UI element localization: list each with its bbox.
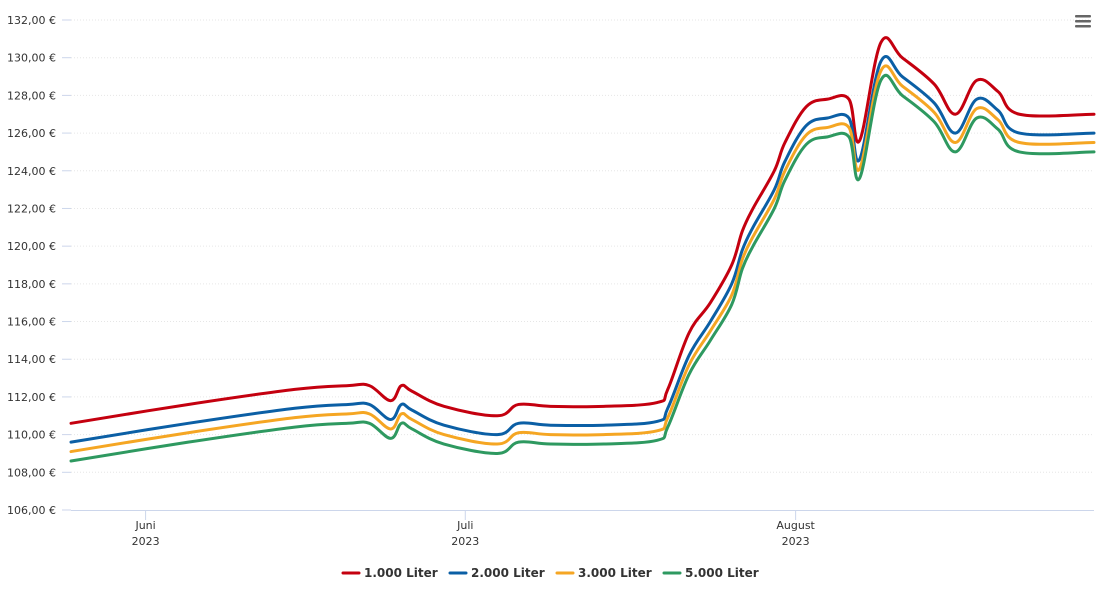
- y-tick-label: 112,00 €: [7, 391, 56, 404]
- legend-label: 2.000 Liter: [471, 566, 545, 580]
- y-tick-label: 126,00 €: [7, 127, 56, 140]
- series-line-4[interactable]: [69, 73, 1096, 463]
- y-tick-label: 108,00 €: [7, 466, 56, 479]
- y-tick-label: 130,00 €: [7, 52, 56, 65]
- x-tick-year-label: 2023: [451, 535, 479, 548]
- legend-label: 1.000 Liter: [364, 566, 438, 580]
- series-lines: [69, 36, 1096, 463]
- y-tick-label: 122,00 €: [7, 202, 56, 215]
- y-tick-label: 128,00 €: [7, 89, 56, 102]
- y-tick-label: 124,00 €: [7, 165, 56, 178]
- x-tick-month-label: Juni: [134, 519, 155, 532]
- series-line-1[interactable]: [69, 36, 1096, 425]
- legend-label: 3.000 Liter: [578, 566, 652, 580]
- grid-lines: [71, 19, 1094, 473]
- y-tick-label: 132,00 €: [7, 14, 56, 27]
- legend: 1.000 Liter 2.000 Liter 3.000 Liter 5.000 L…: [341, 566, 759, 580]
- x-tick-year-label: 2023: [132, 535, 160, 548]
- x-tick-month-label: August: [776, 519, 815, 532]
- x-tick-month-label: Juli: [456, 519, 473, 532]
- y-tick-label: 106,00 €: [7, 504, 56, 517]
- hamburger-menu-icon[interactable]: [1073, 11, 1093, 31]
- y-tick-label: 110,00 €: [7, 429, 56, 442]
- y-tick-label: 118,00 €: [7, 278, 56, 291]
- y-tick-label: 116,00 €: [7, 316, 56, 329]
- axes: 106,00 € 108,00 € 110,00 € 112,00 € 114,00 €…: [7, 14, 1094, 548]
- series-line-3[interactable]: [69, 64, 1096, 454]
- legend-item[interactable]: 5.000 Liter: [662, 566, 759, 580]
- series-line-2[interactable]: [69, 54, 1096, 444]
- x-tick-year-label: 2023: [782, 535, 810, 548]
- legend-label: 5.000 Liter: [685, 566, 759, 580]
- legend-item[interactable]: 3.000 Liter: [555, 566, 652, 580]
- legend-item[interactable]: 2.000 Liter: [448, 566, 545, 580]
- legend-item[interactable]: 1.000 Liter: [341, 566, 438, 580]
- y-tick-label: 120,00 €: [7, 240, 56, 253]
- y-tick-label: 114,00 €: [7, 353, 56, 366]
